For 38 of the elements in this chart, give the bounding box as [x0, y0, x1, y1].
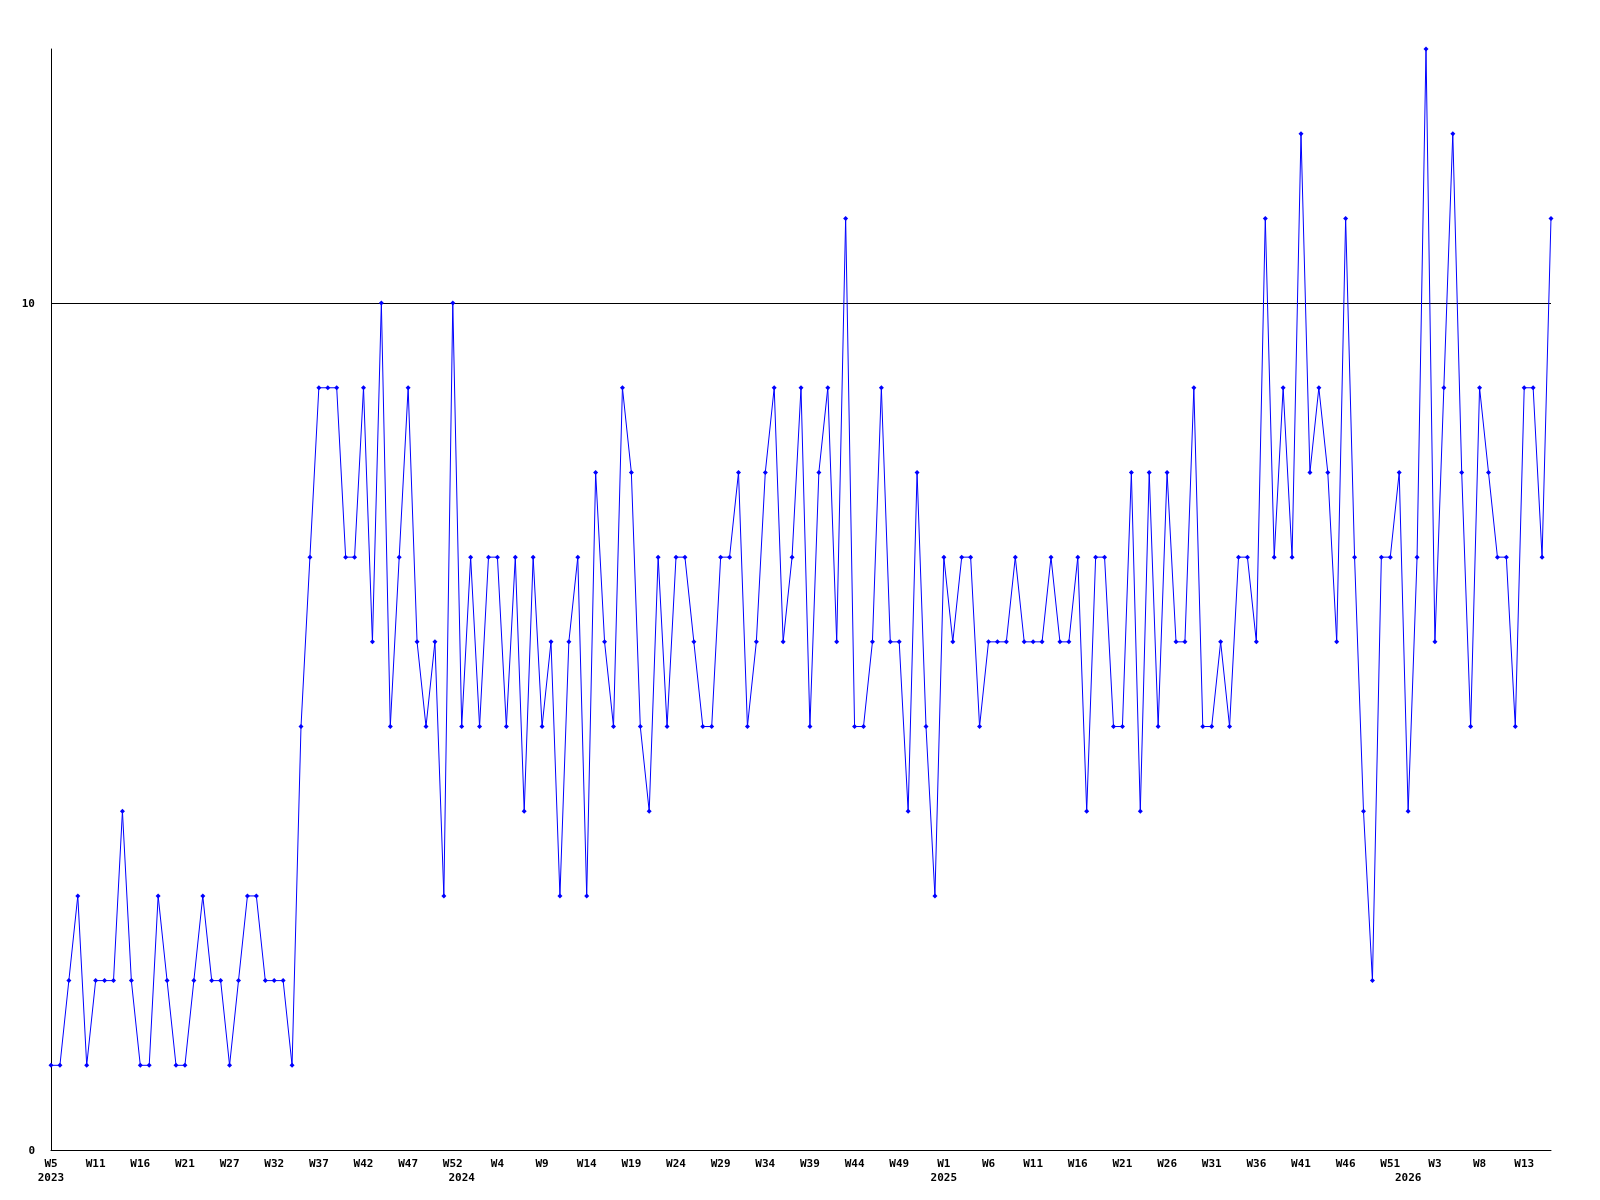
x-tick-label: W11	[1023, 1156, 1044, 1170]
x-tick-label: W8	[1472, 1156, 1487, 1170]
x-tick-label: W52	[442, 1156, 463, 1170]
x-tick-label: W21	[1112, 1156, 1133, 1170]
x-tick-label: W37	[308, 1156, 329, 1170]
x-tick-label: W47	[398, 1156, 419, 1170]
x-tick-label: W3	[1428, 1156, 1442, 1170]
x-tick-label: W46	[1335, 1156, 1356, 1170]
x-tick-label: W34	[755, 1156, 776, 1170]
x-tick-label: W42	[353, 1156, 374, 1170]
x-tick-label: W1 2025	[930, 1156, 958, 1184]
x-tick-label: W16	[1067, 1156, 1089, 1170]
x-tick-label: W36	[1246, 1156, 1267, 1170]
x-tick-label: W51	[1380, 1156, 1401, 1170]
x-tick-label: W21	[174, 1156, 196, 1170]
x-tick-label: 2026	[1394, 1170, 1422, 1184]
x-tick-label: W26	[1157, 1156, 1178, 1170]
x-tick-label: W41	[1291, 1156, 1312, 1170]
x-tick-label: W31	[1201, 1156, 1223, 1170]
x-tick-label: W49	[889, 1156, 910, 1170]
x-tick-label: 2024	[448, 1170, 476, 1184]
x-tick-label: W13	[1514, 1156, 1535, 1170]
x-tick-label: W6	[981, 1156, 996, 1170]
x-tick-label: W19	[621, 1156, 642, 1170]
x-tick-label: W32	[264, 1156, 285, 1170]
x-tick-label: W5 2023	[37, 1156, 65, 1184]
y-tick-label: 10	[21, 296, 35, 310]
x-tick-label: W27	[219, 1156, 240, 1170]
x-tick-label: W4	[490, 1156, 505, 1170]
x-tick-label: W39	[799, 1156, 820, 1170]
x-tick-label: W44	[844, 1156, 865, 1170]
x-tick-label: W16	[130, 1156, 151, 1170]
x-tick-label: W9	[535, 1156, 549, 1170]
x-tick-label: W24	[666, 1156, 687, 1170]
x-tick-label: W29	[710, 1156, 731, 1170]
x-tick-label: W14	[576, 1156, 598, 1170]
x-tick-label: W11	[85, 1156, 106, 1170]
y-tick-label: 0	[28, 1143, 35, 1157]
